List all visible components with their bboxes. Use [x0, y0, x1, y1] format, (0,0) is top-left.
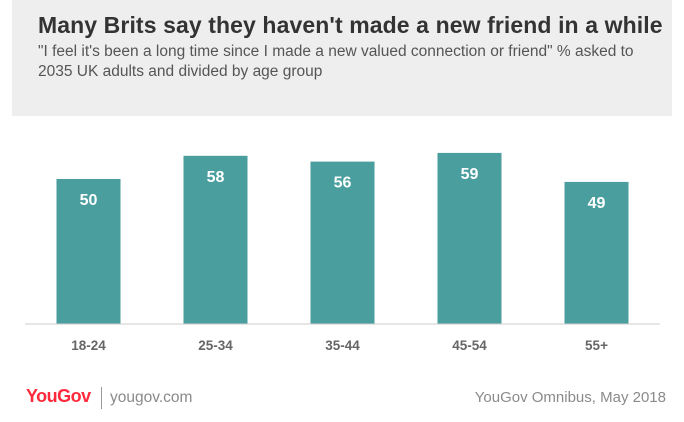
x-tick-label-45-54: 45-54	[452, 338, 487, 353]
bar-45-54	[437, 152, 502, 324]
data-label-35-44: 56	[334, 175, 352, 192]
chart-title: Many Brits say they haven't made a new f…	[38, 12, 663, 38]
footer-divider	[101, 387, 102, 409]
footer-source: YouGov Omnibus, May 2018	[474, 389, 666, 406]
data-label-45-54: 59	[461, 166, 479, 183]
chart-header: Many Brits say they haven't made a new f…	[12, 0, 672, 116]
data-label-25-34: 58	[207, 169, 225, 186]
bar-55+	[564, 181, 629, 324]
x-tick-label-25-34: 25-34	[198, 338, 233, 353]
bar-25-34	[183, 155, 248, 324]
data-label-18-24: 50	[80, 192, 98, 209]
footer-url: yougov.com	[110, 389, 193, 406]
yougov-logo: YouGov	[26, 386, 91, 406]
bar-18-24	[56, 179, 121, 324]
x-tick-label-55+: 55+	[585, 338, 608, 353]
bar-chart: 50 18-24 58 25-34 56 35-44 59 45-54 49 55+	[25, 152, 660, 353]
data-label-55+: 49	[588, 195, 606, 212]
x-tick-label-18-24: 18-24	[71, 338, 106, 353]
x-tick-label-35-44: 35-44	[325, 338, 360, 353]
bar-35-44	[310, 161, 375, 324]
chart-subtitle: "I feel it's been a long time since I ma…	[38, 43, 634, 80]
